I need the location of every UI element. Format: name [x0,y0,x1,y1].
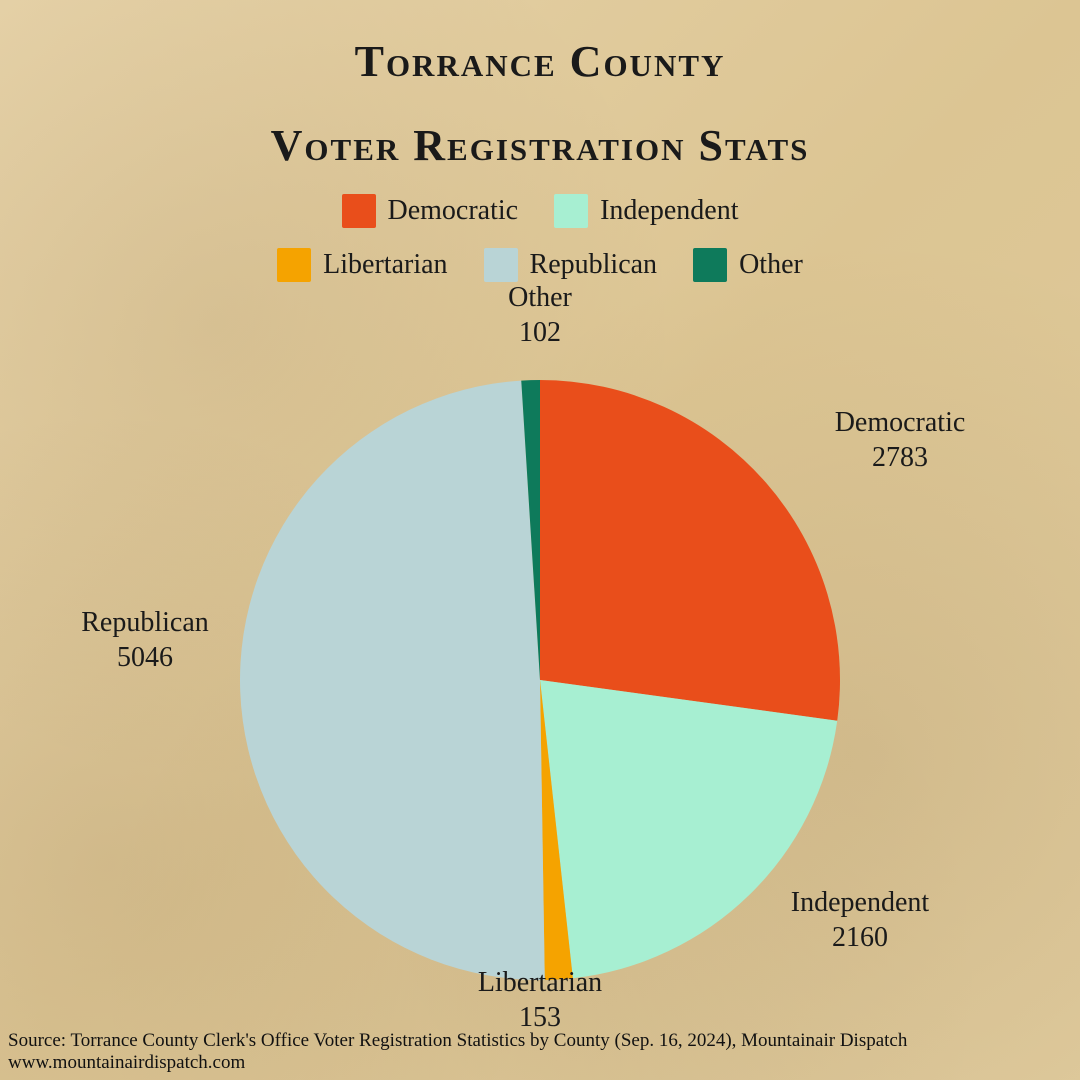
slice-label-libertarian: Libertarian153 [478,965,602,1035]
pie-slice-democratic [540,380,840,721]
legend-item-libertarian: Libertarian [277,248,447,282]
legend-swatch [484,248,518,282]
pie-chart [240,380,840,980]
legend-label: Other [739,249,803,281]
slice-label-name: Independent [791,885,929,920]
legend-label: Independent [600,195,738,227]
legend-item-other: Other [693,248,803,282]
slice-label-name: Republican [81,605,209,640]
legend-label: Democratic [388,195,519,227]
slice-label-democratic: Democratic2783 [835,405,966,475]
slice-label-value: 102 [508,315,572,350]
title-line-1: Torrance County [0,36,1080,87]
source-text: Source: Torrance County Clerk's Office V… [8,1030,1072,1074]
slice-label-other: Other102 [508,280,572,350]
slice-label-value: 2783 [835,440,966,475]
slice-label-value: 2160 [791,920,929,955]
slice-label-name: Libertarian [478,965,602,1000]
legend-label: Republican [530,249,658,281]
legend-swatch [277,248,311,282]
legend-row-2: Libertarian Republican Other [0,248,1080,282]
legend-row-1: Democratic Independent [0,194,1080,228]
legend-swatch [693,248,727,282]
legend-item-republican: Republican [484,248,658,282]
pie-slice-republican [240,381,545,980]
legend-item-democratic: Democratic [342,194,519,228]
legend-swatch [554,194,588,228]
slice-label-value: 5046 [81,640,209,675]
slice-label-name: Other [508,280,572,315]
slice-label-independent: Independent2160 [791,885,929,955]
legend-item-independent: Independent [554,194,738,228]
slice-label-name: Democratic [835,405,966,440]
slice-label-republican: Republican5046 [81,605,209,675]
title-line-2: Voter Registration Stats [0,120,1080,171]
legend-swatch [342,194,376,228]
legend-label: Libertarian [323,249,447,281]
